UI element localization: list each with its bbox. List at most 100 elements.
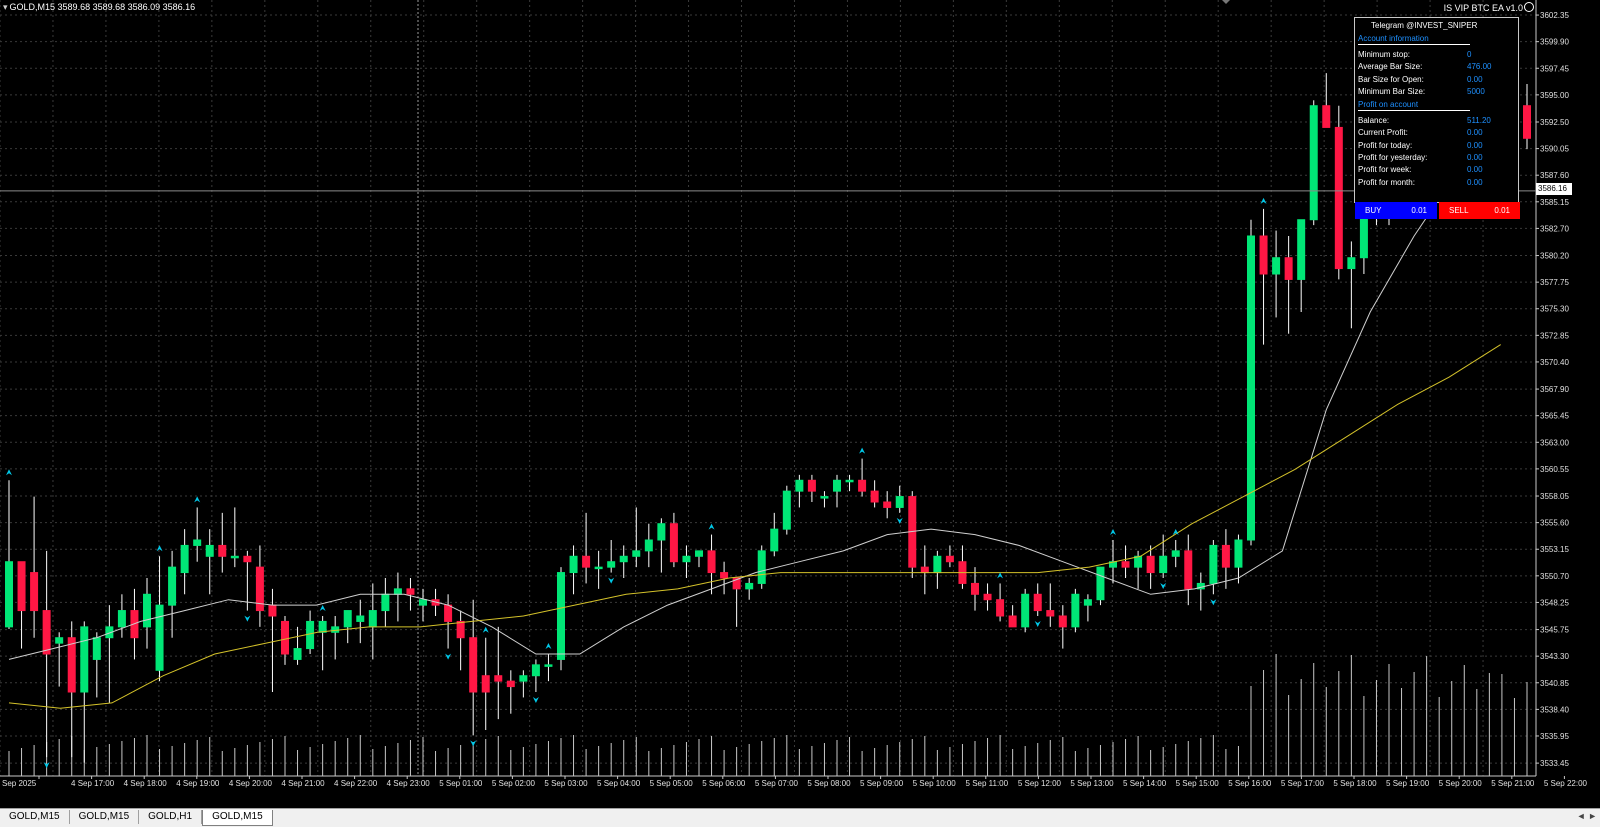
fractal-down-icon [1210, 599, 1217, 606]
bull-candle [419, 599, 427, 606]
time-tick-label: 5 Sep 02:00 [492, 779, 536, 788]
panel-row-value: 5000 [1467, 86, 1485, 96]
bull-candle [92, 637, 101, 660]
fractal-up-icon [319, 605, 326, 611]
fractal-down-icon [1034, 621, 1041, 627]
price-tick-label: 3592.50 [1540, 118, 1569, 127]
bear-candle [456, 620, 465, 639]
bear-candle [1334, 126, 1343, 270]
panel-row-label: Current Profit: [1358, 128, 1408, 138]
bear-candle [1221, 544, 1230, 568]
chart-tab[interactable]: GOLD,M15 [70, 810, 140, 824]
bear-candle [707, 550, 716, 574]
chart-canvas[interactable]: 3602.35 3599.90 3597.45 3595.00 3592.50 3590.… [0, 0, 1600, 808]
buy-button[interactable]: BUY 0.01 [1355, 202, 1437, 219]
tab-scroll-arrows-icon[interactable]: ◄ ► [1576, 811, 1597, 821]
price-tick-label: 3538.40 [1540, 705, 1569, 714]
price-tick-label: 3560.55 [1540, 465, 1569, 474]
bear-candle [494, 675, 503, 682]
fractal-up-icon [1172, 529, 1179, 535]
panel-row-label: Balance: [1358, 116, 1390, 126]
bull-candle [531, 664, 540, 677]
bear-candle [1058, 615, 1067, 628]
chart-tab[interactable]: GOLD,H1 [139, 810, 203, 824]
time-tick-label: 4 Sep 22:00 [334, 779, 378, 788]
price-tick-label: 3567.90 [1540, 385, 1569, 394]
bear-candle [1008, 615, 1017, 628]
bear-candle [945, 555, 954, 563]
price-tick-label: 3575.30 [1540, 305, 1569, 314]
chart-tab[interactable]: GOLD,M15 [202, 810, 273, 826]
fractal-down-icon [896, 517, 903, 524]
time-tick-label: 5 Sep 15:00 [1176, 779, 1220, 788]
price-chart[interactable]: 3602.35 3599.90 3597.45 3595.00 3592.50 3590.… [0, 0, 1600, 808]
sell-label: SELL [1449, 206, 1469, 215]
time-tick-label: Sep 2025 [2, 779, 37, 788]
panel-row-value: 476.00 [1467, 62, 1492, 72]
bull-candle [1347, 257, 1356, 270]
bear-candle [1121, 561, 1130, 568]
bull-candle [632, 550, 641, 557]
bull-candle [318, 620, 327, 633]
bull-candle [895, 496, 904, 508]
panel-row-value: 511.20 [1467, 116, 1491, 126]
fractal-up-icon [859, 447, 866, 454]
bull-candle [117, 610, 126, 628]
bear-candle [255, 566, 264, 612]
time-tick-label: 5 Sep 05:00 [650, 779, 694, 788]
section-divider [1358, 44, 1470, 45]
time-tick-label: 5 Sep 19:00 [1386, 779, 1430, 788]
price-tick-label: 3602.35 [1540, 11, 1569, 20]
bull-candle [745, 582, 754, 590]
bull-candle [782, 490, 791, 530]
bull-candle [293, 648, 302, 660]
time-tick-label: 5 Sep 07:00 [755, 779, 799, 788]
panel-row-label: Profit for month: [1358, 177, 1415, 187]
price-tick-label: 3543.30 [1540, 652, 1569, 661]
panel-row-value: 0.00 [1467, 153, 1483, 163]
time-tick-label: 4 Sep 20:00 [229, 779, 273, 788]
bear-candle [996, 599, 1005, 617]
time-tick-label: 5 Sep 10:00 [913, 779, 957, 788]
time-tick-label: 5 Sep 09:00 [860, 779, 904, 788]
bear-candle [971, 582, 979, 595]
bear-candle [281, 620, 289, 655]
chart-tabs: GOLD,M15 GOLD,M15 GOLD,H1 GOLD,M15 [0, 809, 273, 826]
bear-candle [506, 680, 515, 688]
bull-candle [619, 555, 628, 563]
time-tick-label: 5 Sep 11:00 [966, 779, 1009, 788]
bull-candle [306, 620, 315, 650]
price-tick-label: 3540.85 [1540, 679, 1569, 688]
bull-candle [1209, 544, 1218, 584]
price-tick-label: 3585.15 [1540, 198, 1569, 207]
chart-tab[interactable]: GOLD,M15 [0, 810, 70, 824]
bull-candle [607, 561, 616, 568]
trade-buttons: BUY 0.01 SELL 0.01 [1355, 202, 1520, 219]
bull-candle [1096, 566, 1105, 601]
bear-candle [582, 555, 591, 568]
sell-button[interactable]: SELL 0.01 [1439, 202, 1520, 219]
bull-candle [682, 555, 691, 563]
time-tick-label: 5 Sep 20:00 [1439, 779, 1483, 788]
bull-candle [757, 550, 766, 584]
panel-row-label: Profit for week: [1358, 165, 1412, 175]
time-tick-label: 5 Sep 18:00 [1333, 779, 1377, 788]
price-tick-label: 3553.15 [1540, 545, 1569, 554]
bear-candle [444, 604, 453, 622]
panel-row-label: Minimum Bar Size: [1358, 86, 1426, 96]
fractal-up-icon [1110, 529, 1116, 535]
bull-candle [1247, 235, 1255, 541]
smiley-icon[interactable] [1524, 2, 1534, 12]
ea-info-panel: Telegram @INVEST_SNIPER Account informat… [1354, 17, 1519, 203]
price-tick-label: 3580.20 [1540, 252, 1569, 261]
bull-candle [55, 637, 64, 644]
panel-row-value: 0 [1467, 50, 1472, 59]
collapse-arrow-icon[interactable]: ▾ [3, 2, 8, 12]
symbol-ohlc-text: GOLD,M15 3589.68 3589.68 3586.09 3586.16 [9, 2, 196, 12]
account-section-heading: Account information [1358, 34, 1429, 43]
bear-candle [1033, 593, 1042, 612]
bull-candle [1083, 599, 1092, 606]
bull-candle [193, 539, 202, 546]
price-tick-label: 3533.45 [1540, 759, 1569, 768]
bull-candle [80, 626, 89, 693]
